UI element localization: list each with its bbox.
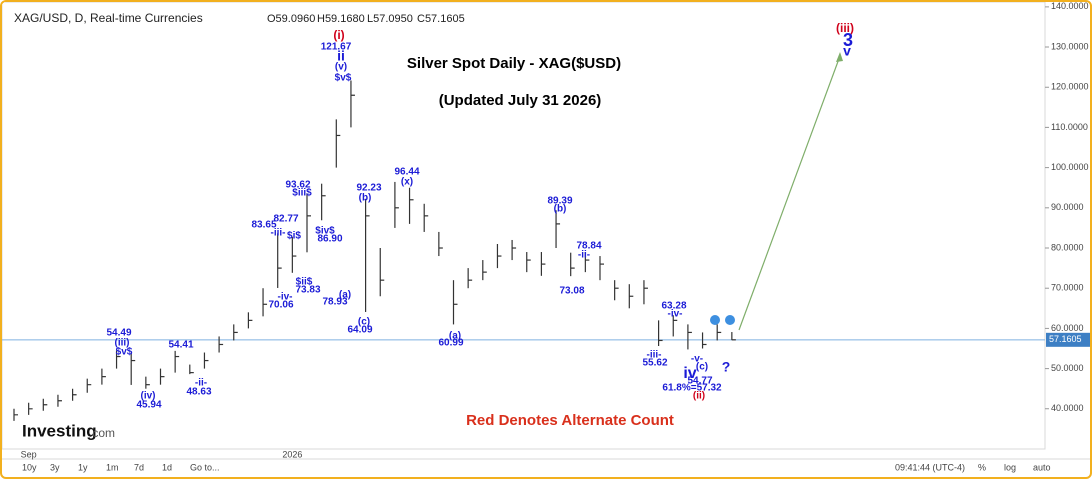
wave-label: 54.41: [168, 340, 193, 351]
y-tick-label: 70.0000: [1051, 283, 1084, 293]
plot-area: [2, 2, 1046, 450]
range-button[interactable]: 7d: [134, 462, 144, 472]
range-button[interactable]: 3y: [50, 462, 60, 472]
scale-button[interactable]: %: [978, 462, 986, 472]
wave-label: (v): [335, 62, 347, 73]
wave-label: 78.93: [322, 297, 347, 308]
wave-label: 54.49: [106, 328, 131, 339]
y-tick-label: 130.0000: [1051, 41, 1089, 51]
y-tick-label: 40.0000: [1051, 403, 1084, 413]
wave-label: 73.08: [559, 286, 584, 297]
scale-button[interactable]: auto: [1033, 462, 1051, 472]
y-tick-label: 60.0000: [1051, 323, 1084, 333]
event-marker: [710, 315, 720, 325]
event-marker: [725, 315, 735, 325]
wave-label: -ii-: [578, 250, 590, 261]
wave-label: 73.83: [295, 285, 320, 296]
wave-label: (ii): [693, 391, 705, 402]
wave-label: (iii): [115, 338, 130, 349]
wave-label: -iii-: [647, 350, 662, 361]
clock: 09:41:44 (UTC-4): [895, 462, 965, 472]
wave-label: $i$: [287, 231, 301, 242]
range-button[interactable]: 1d: [162, 462, 172, 472]
wave-label: 70.06: [268, 300, 293, 311]
wave-label: 3: [843, 30, 853, 50]
wave-label: 48.63: [186, 387, 211, 398]
wave-label: -v-: [691, 354, 703, 365]
last-price-label: 57.1605: [1049, 334, 1082, 344]
y-tick-label: 140.0000: [1051, 2, 1089, 11]
y-tick-label: 100.0000: [1051, 162, 1089, 172]
wave-label: (b): [359, 193, 372, 204]
wave-label: 121.67: [321, 42, 352, 53]
y-tick-label: 110.0000: [1051, 122, 1088, 132]
y-tick-label: 90.0000: [1051, 202, 1084, 212]
wave-label: 60.99: [438, 338, 463, 349]
ohlc-value: H59.1680: [317, 13, 365, 25]
logo-suffix: .com: [89, 426, 115, 440]
note: Red Denotes Alternate Count: [466, 412, 674, 429]
y-tick-label: 120.0000: [1051, 82, 1089, 92]
symbol: XAG/USD, D, Real-time Currencies: [14, 11, 203, 25]
wave-label: $ii$: [296, 277, 313, 288]
wave-label: 82.77: [273, 214, 298, 225]
y-tick-label: 80.0000: [1051, 242, 1084, 252]
wave-label: 83.65: [251, 220, 276, 231]
wave-label: (iii): [836, 21, 854, 35]
wave-label: 45.94: [136, 400, 161, 411]
wave-label: 55.62: [642, 358, 667, 369]
wave-label: (b): [554, 204, 567, 215]
wave-label: 63.28: [661, 301, 686, 312]
wave-label: (c): [358, 317, 370, 328]
wave-label: ii: [337, 48, 345, 64]
wave-label: -ii-: [195, 378, 207, 389]
y-tick-label: 50.0000: [1051, 363, 1084, 373]
projection-arrow: [738, 55, 841, 331]
wave-label: $iii$: [292, 188, 312, 199]
wave-label: v: [843, 43, 851, 59]
wave-label: 61.8%=57.32: [662, 383, 722, 394]
wave-label: $iv$: [315, 226, 335, 237]
x-tick-label: Sep: [21, 449, 37, 459]
ohlc-value: C57.1605: [417, 13, 465, 25]
scale-button[interactable]: log: [1004, 462, 1016, 472]
logo: Investing: [22, 421, 97, 440]
wave-label: -iv-: [278, 292, 293, 303]
wave-label: $v$: [116, 347, 133, 358]
chart-title: Silver Spot Daily - XAG($USD): [407, 55, 621, 72]
wave-label: (iv): [141, 391, 156, 402]
wave-label: -iii-: [271, 228, 286, 239]
wave-label: 78.84: [576, 241, 601, 252]
wave-label: $v$: [335, 73, 352, 84]
wave-label: 54.77: [687, 376, 712, 387]
wave-label: 92.23: [356, 183, 381, 194]
range-button[interactable]: 10y: [22, 462, 37, 472]
wave-label: (x): [401, 177, 413, 188]
arrow-head: [836, 52, 843, 62]
range-button[interactable]: 1m: [106, 462, 119, 472]
wave-label: ?: [722, 359, 731, 375]
wave-label: (c): [696, 362, 708, 373]
ohlc-value: O59.0960: [267, 13, 315, 25]
wave-label: 89.39: [547, 196, 572, 207]
wave-label: (a): [339, 290, 351, 301]
range-button[interactable]: Go to...: [190, 462, 220, 472]
wave-label: 86.90: [317, 234, 342, 245]
ohlc-value: L57.0950: [367, 13, 413, 25]
range-button[interactable]: 1y: [78, 462, 88, 472]
wave-label: (a): [449, 331, 461, 342]
wave-label: -iv-: [668, 309, 683, 320]
wave-label: 96.44: [394, 167, 419, 178]
last-price-box: [1046, 332, 1090, 347]
wave-label: (i): [333, 28, 344, 42]
wave-label: 64.09: [347, 325, 372, 336]
wave-label: 93.62: [285, 180, 310, 191]
wave-label: iv: [683, 365, 696, 382]
x-tick-label: 2026: [282, 449, 302, 459]
chart-subtitle: (Updated July 31 2026): [439, 92, 602, 109]
